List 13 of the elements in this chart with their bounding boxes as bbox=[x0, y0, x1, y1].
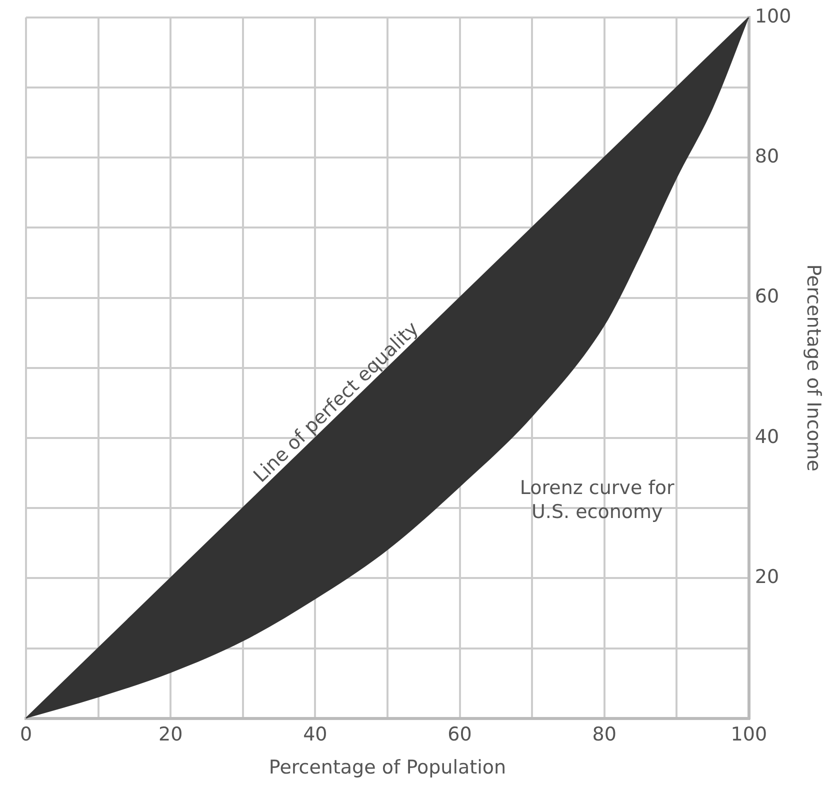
x-tick-label: 20 bbox=[158, 724, 183, 746]
annotation: Lorenz curve for U.S. economy bbox=[520, 477, 675, 524]
x-tick-label: 0 bbox=[20, 724, 32, 746]
x-axis-title: Percentage of Population bbox=[268, 756, 506, 779]
y-tick-label: 40 bbox=[754, 426, 780, 448]
y-tick-label: 80 bbox=[754, 146, 780, 168]
x-tick-label: 60 bbox=[448, 724, 472, 746]
y-tick-label: 60 bbox=[754, 286, 780, 308]
y-tick-label: 100 bbox=[754, 5, 792, 28]
y-axis-title: Percentage of Income bbox=[802, 264, 825, 472]
x-tick-label: 40 bbox=[303, 724, 328, 746]
y-tick-label: 20 bbox=[754, 566, 780, 588]
x-tick-label: 80 bbox=[592, 724, 616, 746]
